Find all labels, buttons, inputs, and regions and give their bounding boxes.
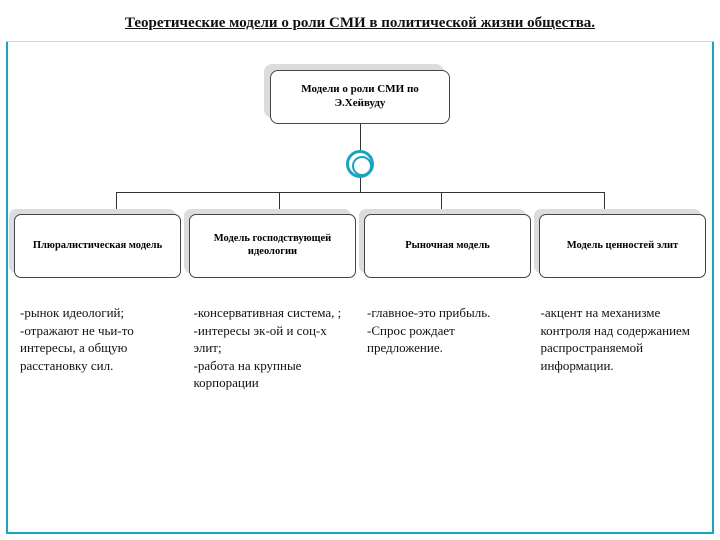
model-description: -консервативная система, ; -интересы эк-…: [194, 304, 354, 520]
model-description: -акцент на механизме контроля над содерж…: [541, 304, 701, 520]
model-node: Плюралистическая модель: [14, 214, 181, 278]
model-description: -главное-это прибыль. -Спрос рождает пре…: [367, 304, 527, 520]
model-node: Модель господствующей идеологии: [189, 214, 356, 278]
model-label: Плюралистическая модель: [14, 214, 181, 278]
root-node-wrap: Модели о роли СМИ по Э.Хейвуду: [6, 70, 714, 124]
page-title: Теоретические модели о роли СМИ в полити…: [125, 15, 595, 32]
root-label: Модели о роли СМИ по Э.Хейвуду: [279, 83, 441, 111]
model-label: Модель господствующей идеологии: [189, 214, 356, 278]
model-node: Модель ценностей элит: [539, 214, 706, 278]
descriptions-row: -рынок идеологий; -отражают не чьи-то ин…: [20, 304, 700, 520]
diagram-area: Модели о роли СМИ по Э.Хейвуду Плюралист…: [6, 42, 714, 534]
connector-hub-icon: [346, 150, 374, 178]
title-bar: Теоретические модели о роли СМИ в полити…: [6, 6, 714, 42]
connector-hub-down: [360, 176, 361, 192]
models-row: Плюралистическая модельМодель господству…: [14, 214, 706, 278]
model-label: Рыночная модель: [364, 214, 531, 278]
root-node: Модели о роли СМИ по Э.Хейвуду: [270, 70, 450, 124]
connector-horizontal: [116, 192, 605, 193]
model-label: Модель ценностей элит: [539, 214, 706, 278]
model-node: Рыночная модель: [364, 214, 531, 278]
model-description: -рынок идеологий; -отражают не чьи-то ин…: [20, 304, 180, 520]
